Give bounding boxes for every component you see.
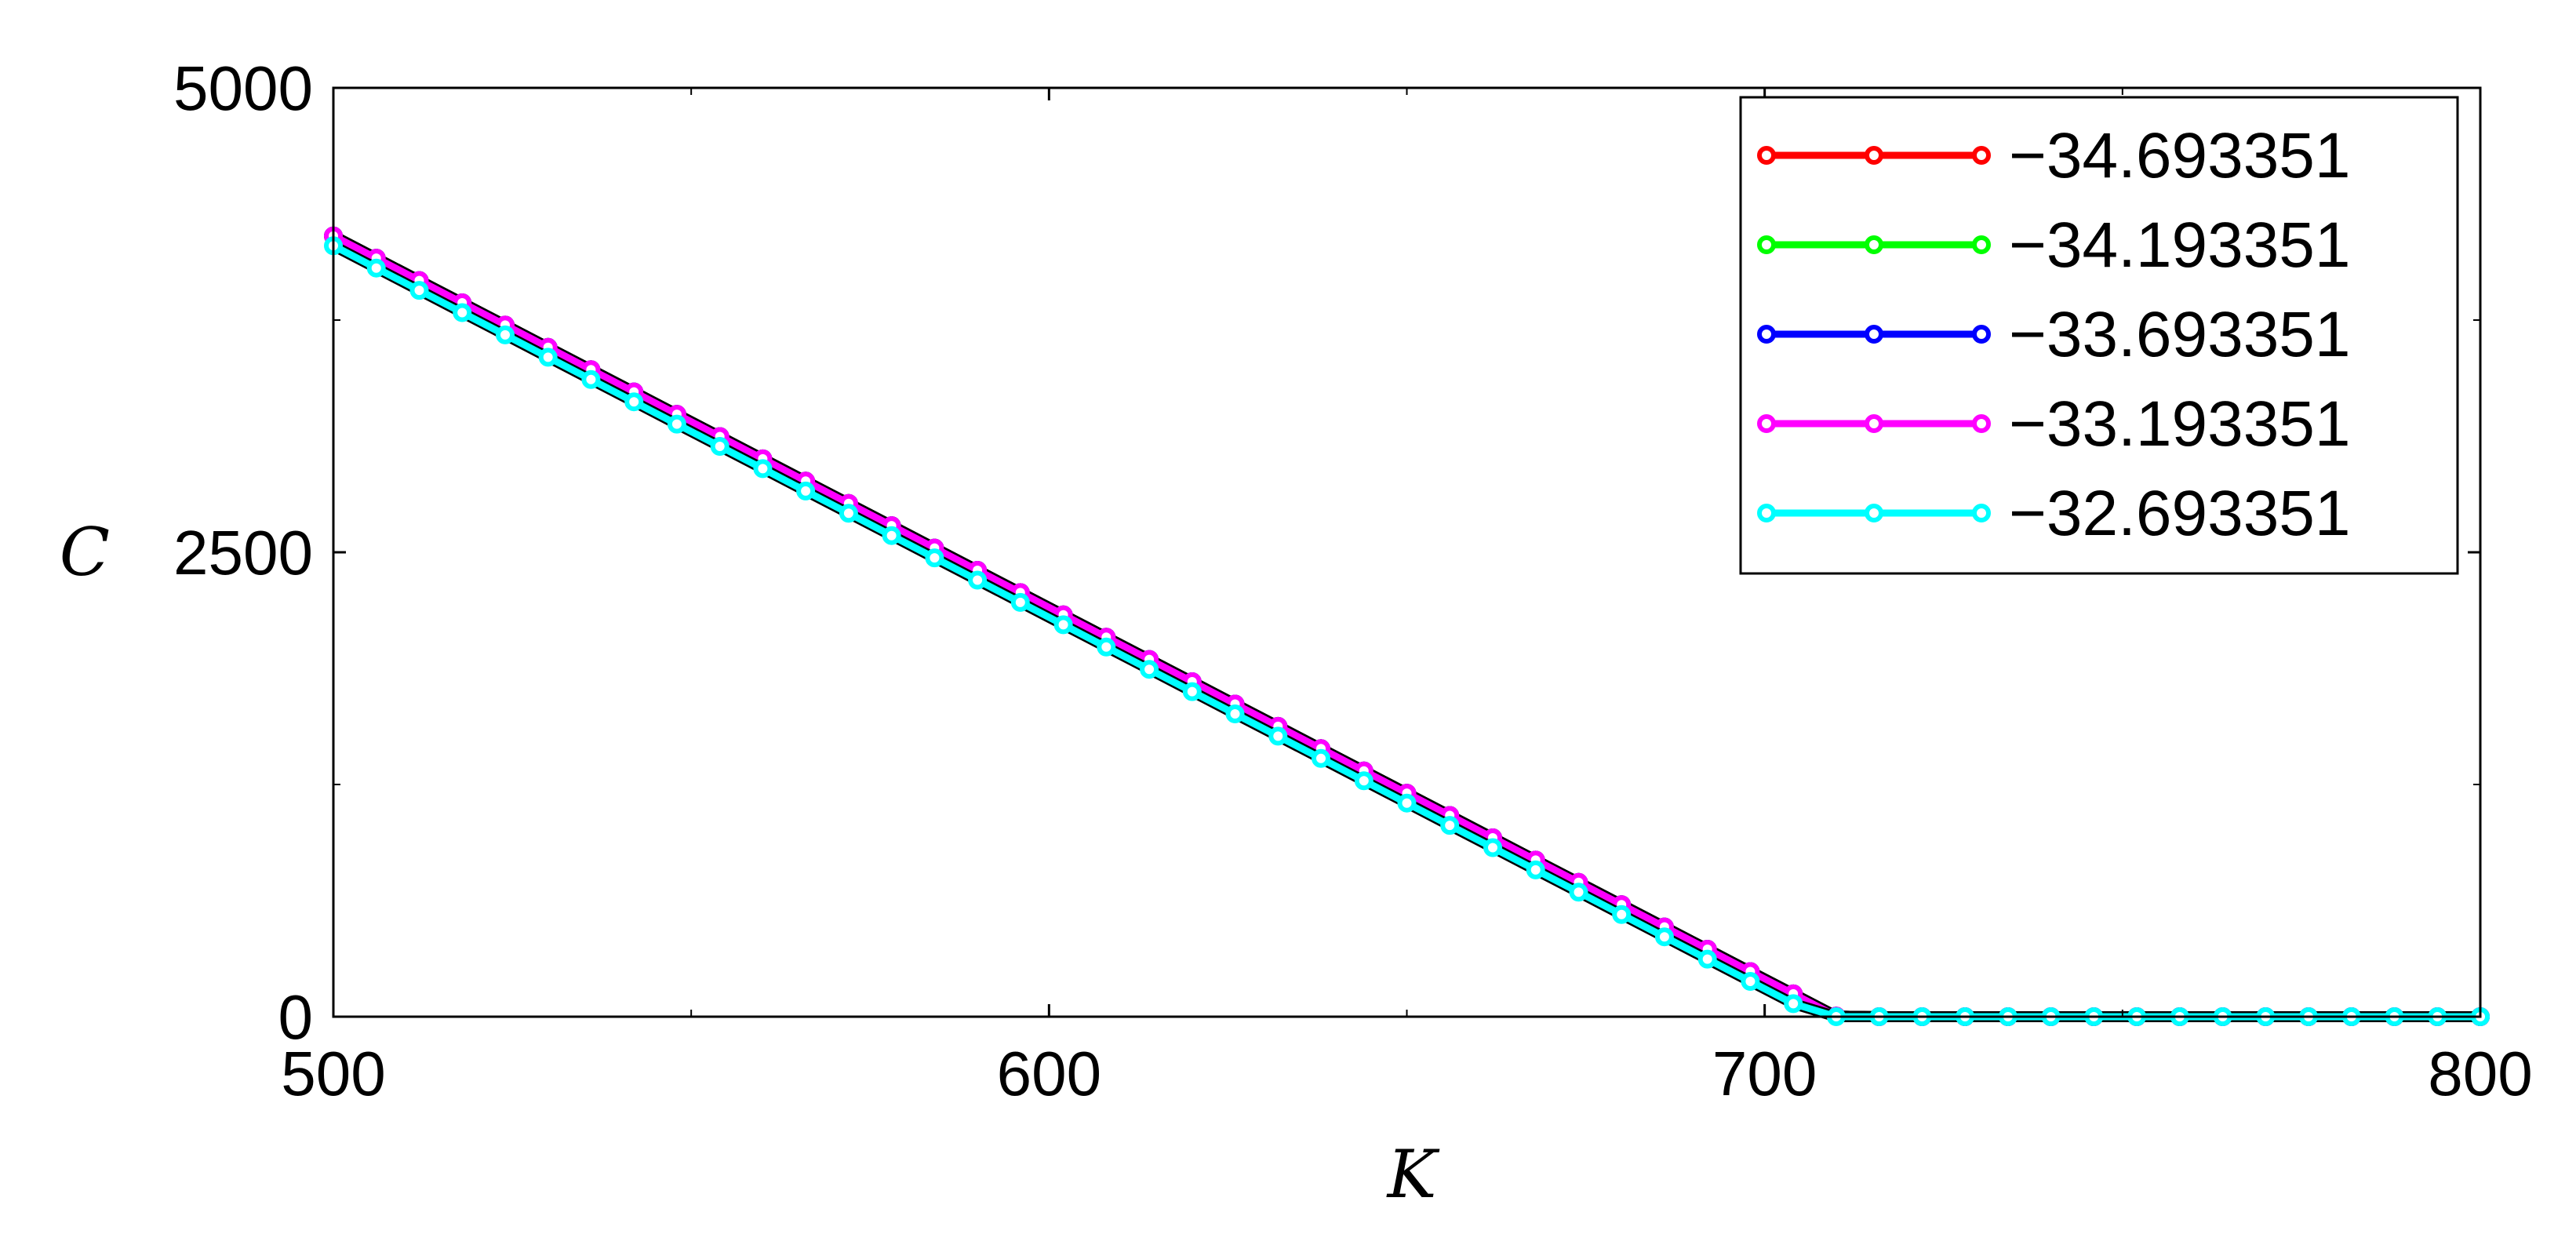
y-tick-label: 2500 (173, 518, 313, 588)
data-point (1569, 883, 1588, 902)
legend-marker (1972, 235, 1991, 254)
legend-label: −34.193351 (2009, 209, 2351, 281)
data-point (453, 303, 472, 322)
data-point (1182, 682, 1202, 701)
data-point (796, 481, 816, 501)
data-point (1140, 660, 1159, 679)
data-point (1741, 972, 1760, 991)
data-point (710, 437, 730, 456)
legend-marker (1865, 235, 1883, 254)
data-point (1010, 592, 1030, 612)
legend-marker (1865, 504, 1883, 522)
legend-marker (1757, 235, 1776, 254)
legend-marker (1757, 146, 1776, 165)
data-point (667, 414, 686, 434)
data-point (1312, 748, 1330, 768)
data-point (624, 392, 644, 412)
y-tick-label: 5000 (173, 53, 313, 123)
legend-marker (1865, 146, 1883, 165)
data-point (753, 459, 773, 479)
legend-label: −32.693351 (2009, 478, 2351, 549)
legend-label: −33.193351 (2009, 388, 2351, 460)
data-point (1784, 994, 1803, 1014)
legend-marker (1972, 504, 1991, 522)
x-tick-label: 800 (2428, 1039, 2532, 1108)
legend-entry: −34.193351 (1757, 209, 2351, 281)
legend-marker (1972, 414, 1991, 433)
data-point (1268, 726, 1288, 746)
legend-marker (1972, 325, 1991, 344)
data-point (496, 325, 515, 344)
axes: 500 600 700 800 0 2500 5000 (173, 53, 2533, 1108)
legend-entry: −33.693351 (1757, 299, 2351, 370)
data-point (882, 526, 901, 545)
data-point (1053, 615, 1073, 635)
data-point (968, 570, 988, 590)
data-point (1097, 637, 1116, 657)
data-point (409, 281, 429, 300)
data-point (1225, 704, 1245, 723)
data-point (1397, 793, 1417, 813)
legend-marker (1757, 414, 1776, 433)
data-point (1483, 838, 1502, 857)
data-point (1440, 816, 1460, 835)
legend-entry: −32.693351 (1757, 478, 2351, 549)
legend-marker (1757, 504, 1776, 522)
x-tick-label: 700 (1712, 1039, 1817, 1108)
data-point (1654, 927, 1674, 947)
legend-label: −33.693351 (2009, 299, 2351, 370)
legend-marker (1865, 414, 1883, 433)
data-point (925, 548, 944, 568)
legend-entry: −33.193351 (1757, 388, 2351, 460)
legend-marker (1865, 325, 1883, 344)
data-point (1354, 771, 1374, 791)
data-point (839, 504, 858, 523)
legend: −34.693351 −34.193351 −33.693351 −33.193351… (1739, 96, 2459, 575)
data-point (1526, 860, 1545, 879)
data-point (1697, 949, 1717, 969)
x-tick-label: 500 (281, 1039, 385, 1108)
data-point (366, 258, 386, 278)
legend-marker (1972, 146, 1991, 165)
x-axis-title: K (1386, 1136, 1440, 1213)
legend-entry: −34.693351 (1757, 120, 2351, 191)
data-point (581, 369, 601, 389)
legend-marker (1757, 325, 1776, 344)
y-axis-title: C (60, 514, 110, 591)
legend-label: −34.693351 (2009, 120, 2351, 191)
data-point (1612, 905, 1632, 924)
x-tick-label: 600 (997, 1039, 1101, 1108)
y-tick-label: 0 (278, 982, 314, 1052)
data-point (538, 348, 558, 367)
